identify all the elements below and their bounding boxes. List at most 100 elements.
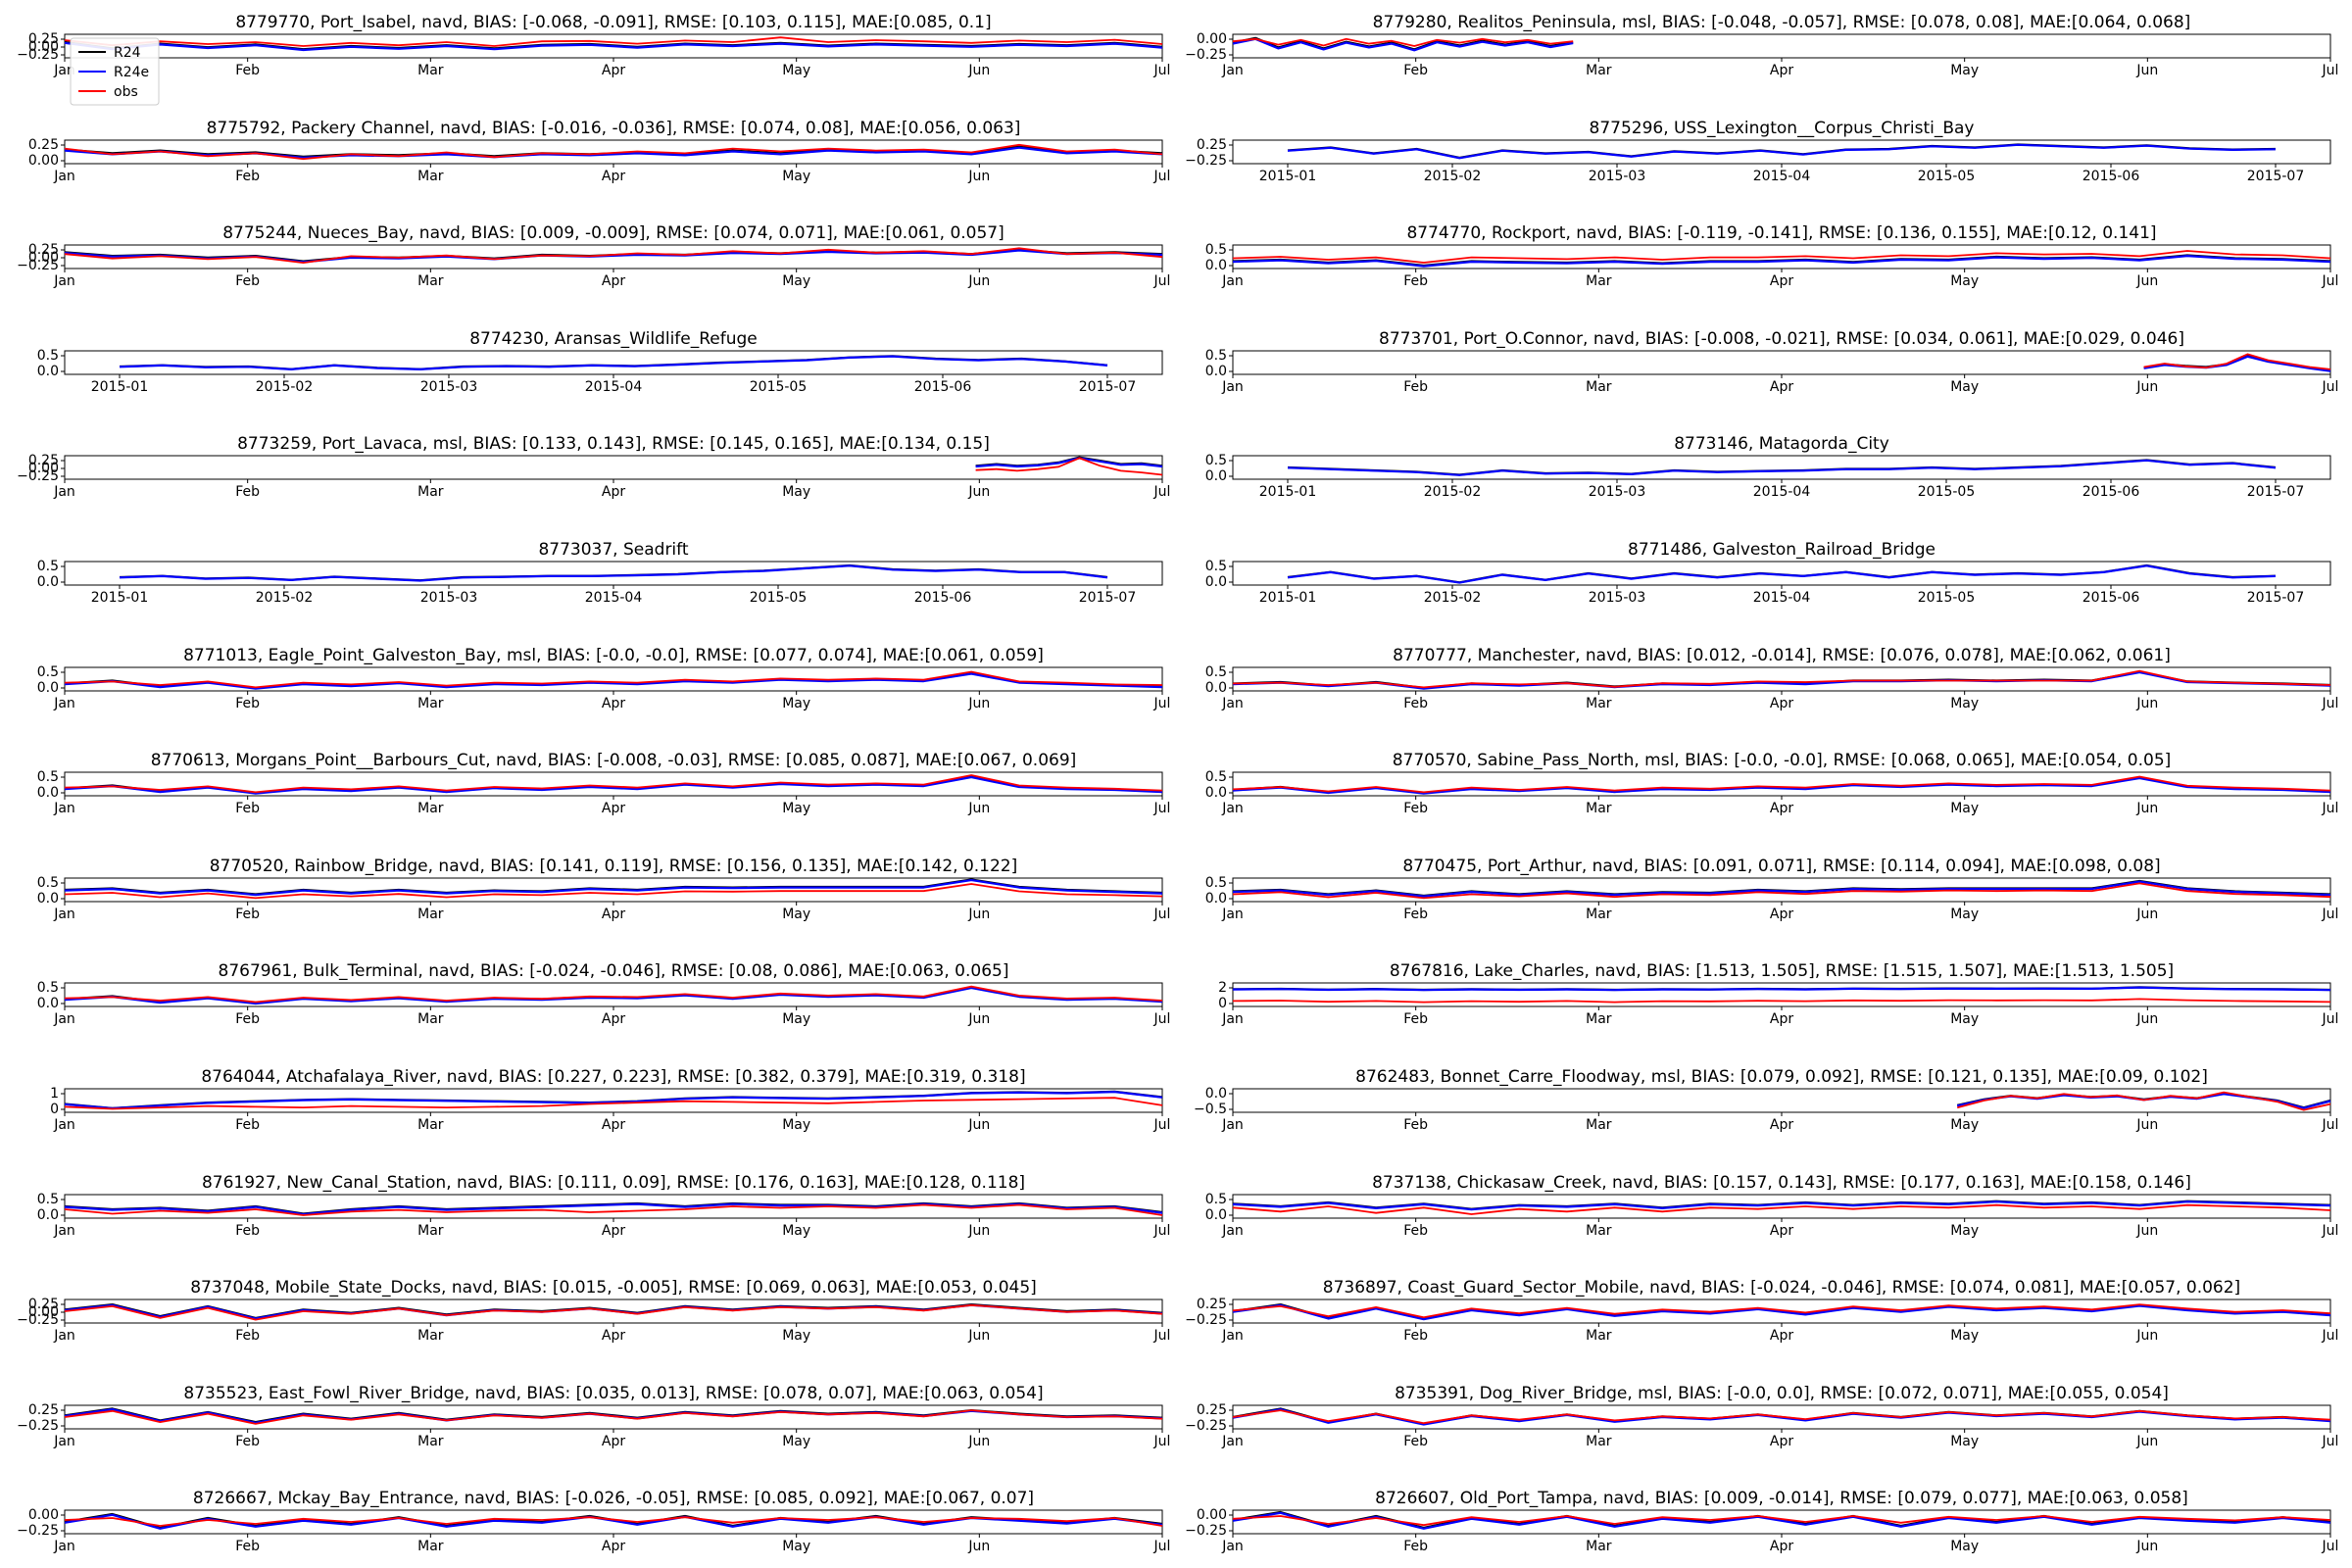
x-tick-label: Jun: [2135, 1117, 2158, 1133]
x-tick-label: May: [1950, 1328, 1979, 1344]
x-tick-label: May: [782, 484, 810, 500]
x-tick-label: Feb: [1403, 906, 1428, 922]
y-tick-label: 0.5: [1205, 769, 1227, 785]
x-tick-label: 2015-03: [420, 590, 478, 606]
axes-frame: [64, 561, 1163, 586]
x-tick-label: Jul: [1153, 1434, 1171, 1449]
x-tick-label: Jun: [967, 1223, 990, 1239]
x-tick-label: Apr: [602, 273, 625, 289]
series-line-r24e: [64, 878, 1163, 897]
x-tick-label: Jun: [967, 1328, 990, 1344]
x-tick-label: 2015-04: [585, 590, 643, 606]
y-tick-label: 0.5: [1205, 453, 1227, 468]
axes-frame: [64, 455, 1163, 480]
x-tick-label: Jun: [2135, 1434, 2158, 1449]
x-tick-label: 2015-05: [750, 590, 808, 606]
y-tick-label: 0.0: [37, 574, 59, 590]
x-tick-label: May: [1950, 1223, 1979, 1239]
y-tick-label: −0.25: [1185, 1312, 1227, 1328]
x-tick-label: Feb: [235, 484, 260, 500]
x-tick-label: Apr: [1770, 1223, 1793, 1239]
y-tick-label: 0.00: [28, 39, 59, 55]
x-tick-label: 2015-03: [1589, 484, 1646, 500]
x-tick-label: Jan: [53, 484, 75, 500]
series-line-r24e: [1232, 255, 2331, 268]
panel-title: 8767961, Bulk_Terminal, navd, BIAS: [-0.…: [219, 961, 1009, 981]
series-line-obs: [1232, 1409, 2331, 1425]
x-tick-label: Feb: [1403, 1434, 1428, 1449]
x-tick-label: Jul: [1153, 1011, 1171, 1027]
series-line-obs: [1232, 1515, 2331, 1527]
x-tick-label: Apr: [1770, 273, 1793, 289]
x-tick-label: Feb: [1403, 801, 1428, 816]
y-tick-label: 0.5: [37, 559, 59, 574]
series-line-r24e: [64, 1090, 1163, 1110]
x-tick-label: May: [782, 1539, 810, 1554]
panel: 8773146, Matagorda_City 0.50.0 2015-01 2015…: [1205, 434, 2331, 500]
x-tick-label: Mar: [1586, 273, 1612, 289]
series-line-r24e: [1232, 37, 1574, 52]
series-line-r24e: [1232, 670, 2331, 690]
legend: R24 R24e obs: [70, 37, 160, 106]
y-tick-label: 0.25: [1197, 1402, 1227, 1418]
panel: 8775296, USS_Lexington__Corpus_Christi_B…: [1185, 119, 2331, 184]
panel-title: 8761927, New_Canal_Station, navd, BIAS: …: [202, 1173, 1025, 1193]
x-tick-label: Jun: [967, 1434, 990, 1449]
panel-title: 8771013, Eagle_Point_Galveston_Bay, msl,…: [183, 646, 1044, 665]
y-tick-label: −0.5: [1194, 1102, 1227, 1117]
x-tick-label: Jun: [2135, 1328, 2158, 1344]
series-line-obs: [64, 143, 1163, 161]
x-tick-label: Jan: [53, 1328, 75, 1344]
x-tick-label: Jul: [2322, 379, 2339, 395]
legend-label: obs: [114, 84, 138, 100]
axes-frame: [64, 771, 1163, 797]
x-tick-label: May: [1950, 1434, 1979, 1449]
y-tick-label: 0: [1218, 996, 1227, 1011]
x-tick-label: Feb: [1403, 63, 1428, 78]
x-tick-label: Feb: [235, 1328, 260, 1344]
panel: 8774230, Aransas_Wildlife_Refuge 0.50.0 20…: [37, 329, 1163, 395]
panel-title: 8774770, Rockport, navd, BIAS: [-0.119, …: [1406, 223, 2156, 243]
panel: 8770570, Sabine_Pass_North, msl, BIAS: […: [1205, 751, 2339, 816]
y-tick-label: 0.5: [37, 875, 59, 891]
y-tick-label: 0.0: [1205, 1207, 1227, 1223]
axes-frame: [1232, 666, 2331, 692]
x-tick-label: Jul: [2322, 1117, 2339, 1133]
panel: 8773037, Seadrift 0.50.0 2015-01 2015-02 201…: [37, 540, 1163, 606]
panel-title: 8779280, Realitos_Peninsula, msl, BIAS: …: [1373, 13, 2191, 32]
x-tick-label: Mar: [417, 273, 444, 289]
panel-title: 8770520, Rainbow_Bridge, navd, BIAS: [0.…: [210, 857, 1018, 876]
x-tick-label: Jun: [2135, 379, 2158, 395]
series-line-obs: [64, 985, 1163, 1004]
x-tick-label: Jun: [967, 696, 990, 711]
x-tick-label: Jan: [53, 1223, 75, 1239]
x-tick-label: 2015-06: [2082, 169, 2140, 184]
series-line-obs: [1232, 998, 2331, 1004]
panel: 8779770, Port_Isabel, navd, BIAS: [-0.06…: [17, 13, 1170, 78]
y-tick-label: 0.00: [28, 250, 59, 266]
x-tick-label: Jul: [2322, 1011, 2339, 1027]
x-tick-label: 2015-01: [91, 379, 149, 395]
panel-title: 8774230, Aransas_Wildlife_Refuge: [469, 329, 758, 349]
x-tick-label: Apr: [1770, 1539, 1793, 1554]
x-tick-label: Feb: [1403, 1328, 1428, 1344]
x-tick-label: Mar: [417, 1539, 444, 1554]
x-tick-label: Jan: [1221, 1328, 1244, 1344]
x-tick-label: Feb: [1403, 1539, 1428, 1554]
y-tick-label: 0.5: [37, 980, 59, 996]
series-line-r24e: [1232, 1200, 2331, 1211]
x-tick-label: Jul: [2322, 1223, 2339, 1239]
series-line-obs: [64, 1097, 1163, 1110]
panel-title: 8770570, Sabine_Pass_North, msl, BIAS: […: [1393, 751, 2172, 770]
x-tick-label: Jul: [1153, 1223, 1171, 1239]
x-tick-label: May: [782, 696, 810, 711]
x-tick-label: 2015-04: [1753, 484, 1811, 500]
x-tick-label: 2015-07: [1079, 590, 1137, 606]
x-tick-label: Feb: [1403, 1117, 1428, 1133]
x-tick-label: Jan: [1221, 273, 1244, 289]
y-tick-label: 0.0: [37, 680, 59, 696]
series-line-obs: [1956, 1091, 2331, 1111]
x-tick-label: Mar: [1586, 801, 1612, 816]
x-tick-label: Jan: [53, 1434, 75, 1449]
